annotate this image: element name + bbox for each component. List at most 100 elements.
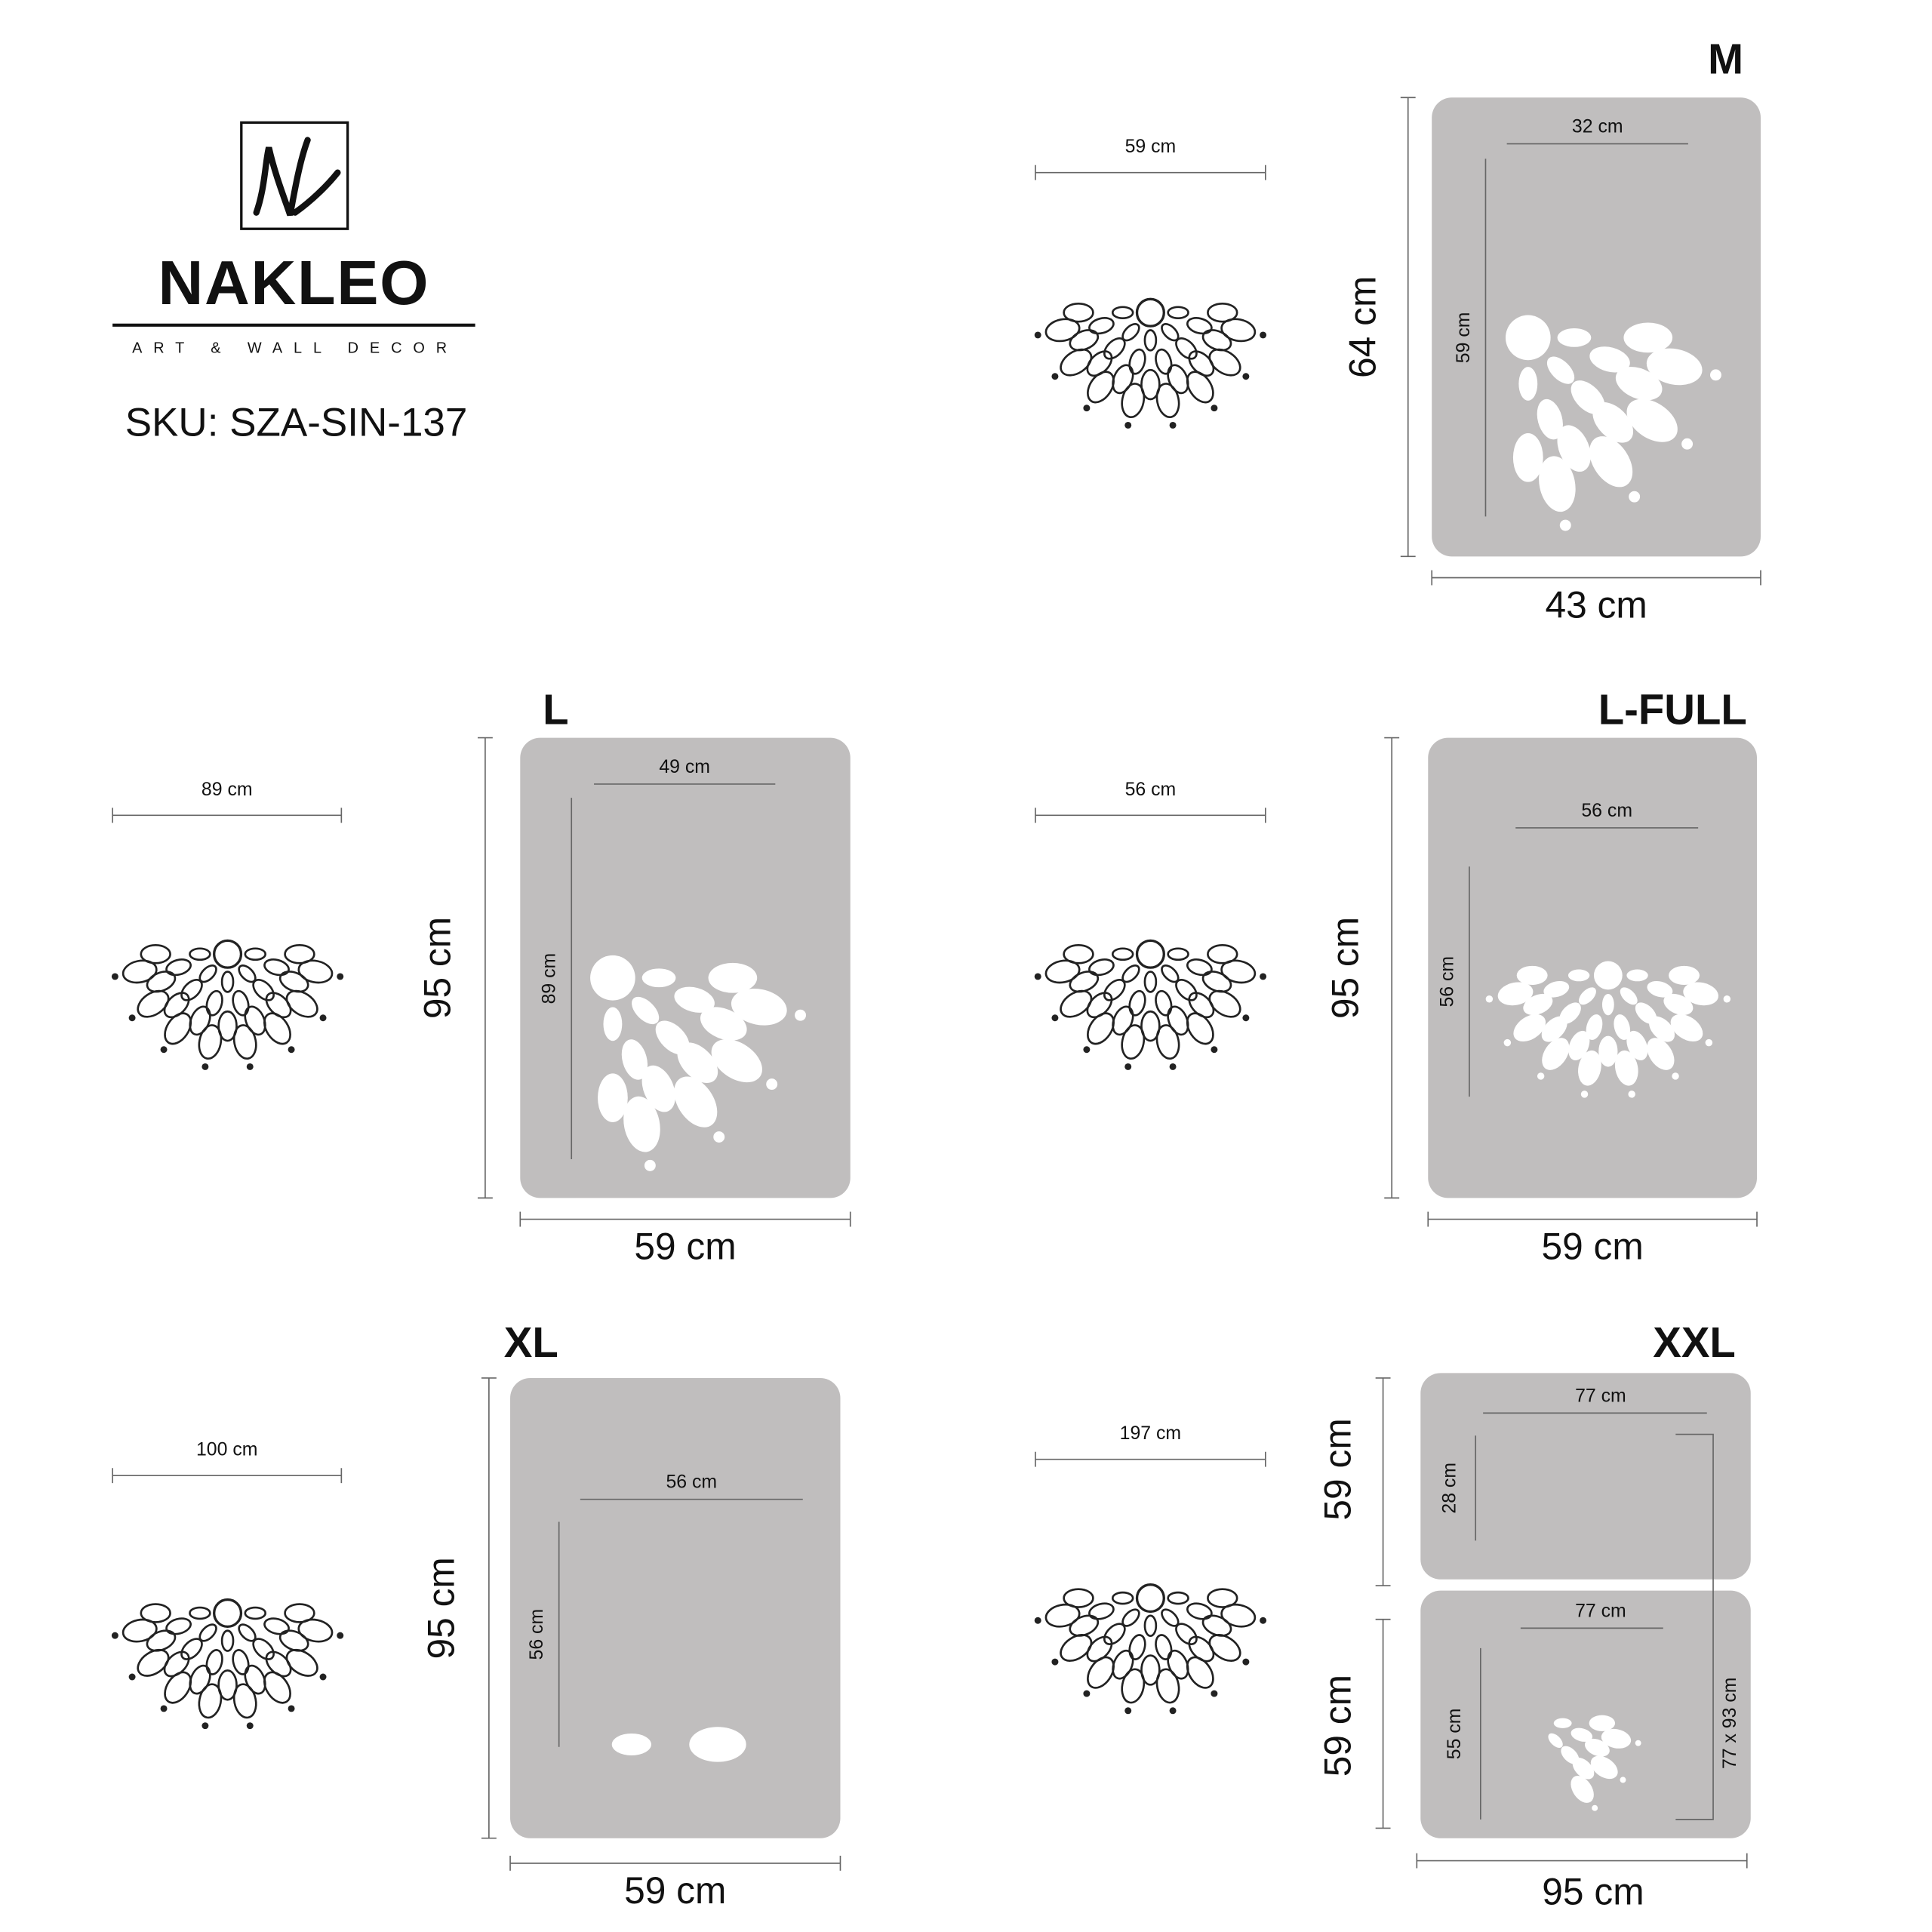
preview-width: 197 cm — [1120, 1423, 1181, 1444]
mandala-petal — [180, 979, 203, 1001]
mandala-petal — [164, 1671, 192, 1704]
stencil-sheet — [1432, 97, 1761, 557]
mandala-petal — [1670, 1014, 1703, 1042]
mandala-petal — [1208, 348, 1241, 377]
mandala-petal — [1572, 1757, 1595, 1780]
sheet-width: 43 cm — [1545, 583, 1647, 626]
mandala-petal — [1112, 1649, 1134, 1680]
design-height: 89 cm — [540, 953, 560, 1004]
mandala-dot — [1260, 331, 1267, 339]
mandala-petal — [1186, 958, 1213, 977]
mandala-petal — [1167, 1649, 1189, 1680]
mandala-petal — [198, 1024, 223, 1060]
brand-name: NAKLEO — [158, 248, 430, 318]
mandala-dot — [128, 1673, 136, 1681]
mandala-petal — [621, 1039, 648, 1080]
mandala-dot — [1124, 421, 1132, 429]
mandala — [1505, 315, 1721, 531]
mandala-petal — [137, 989, 170, 1018]
mandala-petal — [1208, 1634, 1241, 1662]
mandala-petal — [189, 1005, 211, 1036]
mandala-petal — [1069, 329, 1100, 352]
mandala-petal — [1512, 433, 1543, 482]
mandala-petal — [252, 979, 275, 1001]
mandala-petal — [1647, 1038, 1675, 1070]
mandala-petal — [1647, 980, 1673, 998]
mandala-petal — [1140, 1654, 1161, 1686]
mandala-petal — [711, 1039, 762, 1083]
mandala-dot — [1083, 1046, 1091, 1054]
mandala-petal — [1623, 322, 1673, 353]
mandala-petal — [623, 1096, 660, 1152]
mandala-petal — [284, 944, 315, 964]
mandala-petal — [1513, 1014, 1546, 1042]
mandala-dot — [1723, 995, 1731, 1003]
mandala-dot — [1635, 1740, 1641, 1746]
mandala-core — [213, 939, 243, 969]
mandala-dot — [1051, 373, 1059, 380]
mandala-petal — [1175, 979, 1198, 1001]
logo-mark — [253, 137, 341, 217]
mandala-petal — [1167, 1591, 1189, 1605]
sheet-height: 95 cm — [1324, 917, 1366, 1019]
mandala-petal — [265, 992, 292, 1019]
mandala-dot — [1242, 373, 1250, 380]
mandala-petal — [1060, 1634, 1093, 1662]
mandala-petal — [1087, 371, 1115, 404]
mandala-petal — [1546, 356, 1575, 384]
mandala-petal — [1186, 1602, 1213, 1620]
mandala-petal — [632, 996, 660, 1025]
stencil-sheet — [1420, 1373, 1751, 1580]
mandala-petal — [1044, 959, 1081, 984]
mandala-dot — [111, 1632, 118, 1639]
mandala-petal — [205, 989, 223, 1017]
total-bracket — [1675, 1433, 1714, 1820]
mandala-petal — [1516, 965, 1548, 986]
mandala-petal — [674, 1076, 718, 1128]
mandala-petal — [1646, 348, 1703, 386]
stencil-sheet — [510, 1377, 841, 1838]
mandala-petal — [674, 986, 715, 1013]
mandala-dot — [1083, 1690, 1091, 1697]
mandala-dot — [337, 1632, 344, 1639]
mandala-petal — [1207, 944, 1238, 964]
mandala-petal — [205, 1649, 223, 1675]
mandala-dot — [1169, 1707, 1177, 1715]
mandala-dot — [1083, 405, 1091, 412]
stencil-sheet — [1428, 737, 1758, 1198]
mandala-petal — [1220, 959, 1257, 984]
mandala-dot — [319, 1014, 327, 1022]
mandala-petal — [1155, 1634, 1173, 1660]
mandala-petal — [1103, 1623, 1126, 1645]
size-label: XL — [504, 1318, 558, 1366]
mandala-petal — [1167, 1005, 1189, 1036]
mandala-petal — [1044, 1603, 1081, 1628]
mandala-petal — [189, 1664, 211, 1695]
mandala-petal — [1060, 348, 1093, 377]
mandala-petal — [1586, 1014, 1603, 1040]
mandala-petal — [164, 1012, 192, 1045]
mandala-petal — [1553, 1718, 1572, 1728]
mandala-petal — [1626, 969, 1648, 982]
mandala — [611, 1727, 746, 1762]
mandala-petal — [232, 989, 250, 1017]
mandala-petal — [1518, 367, 1538, 401]
mandala — [1034, 939, 1267, 1070]
mandala-petal — [1175, 1623, 1198, 1645]
mandala-petal — [1088, 1602, 1115, 1620]
mandala-petal — [1167, 306, 1189, 320]
mandala-petal — [1208, 989, 1241, 1018]
mandala-petal — [263, 1617, 290, 1635]
mandala-dot — [1628, 1091, 1635, 1098]
mandala-petal — [1220, 318, 1257, 343]
size-label: L-FULL — [1598, 685, 1747, 733]
preview-width: 100 cm — [196, 1440, 257, 1460]
mandala-petal — [285, 989, 318, 1018]
stencil-sheet — [520, 737, 851, 1198]
mandala-petal — [244, 1005, 266, 1036]
mandala-core — [1135, 1583, 1165, 1614]
sheet-width: 95 cm — [1542, 1870, 1644, 1912]
logo-frame — [240, 121, 349, 230]
mandala-petal — [1207, 1588, 1238, 1608]
mandala-dot — [1620, 1777, 1626, 1783]
